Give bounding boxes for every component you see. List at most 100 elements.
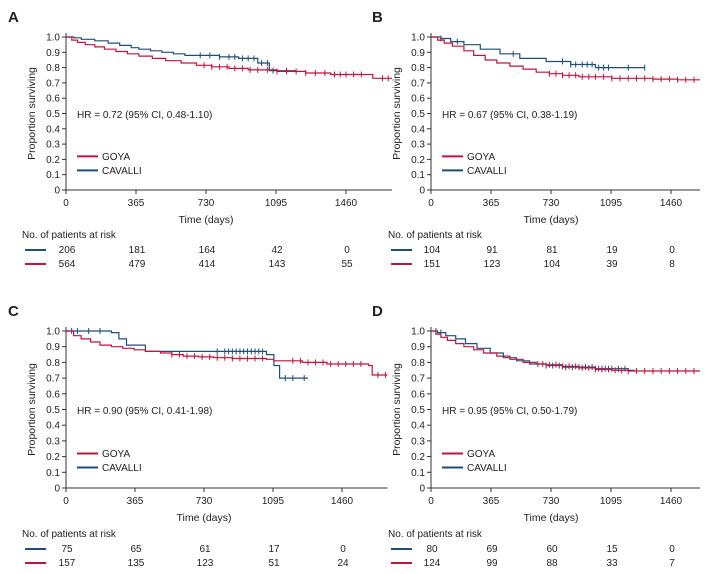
risk-count-cavalli: 164	[199, 245, 216, 256]
x-axis-title: Time (days)	[178, 214, 233, 226]
risk-count-goya: 24	[337, 558, 349, 569]
risk-count-goya: 124	[424, 558, 441, 569]
y-tick-label: 0.5	[411, 405, 425, 416]
hazard-ratio-text: HR = 0.95 (95% CI, 0.50-1.79)	[442, 406, 577, 417]
x-tick-label: 1095	[265, 198, 288, 209]
y-axis-title: Proportion surviving	[26, 67, 38, 160]
risk-count-cavalli: 0	[669, 245, 675, 256]
risk-count-cavalli: 17	[268, 544, 280, 555]
y-tick-label: 0	[54, 186, 60, 197]
risk-table-title: No. of patients at risk	[388, 230, 483, 241]
x-tick-label: 1095	[600, 198, 623, 209]
panel-c: C 0 0.1 0.2 0.3 0.4 0.5 0.6 0.7 0.8 0.9 1.0 0 365 730 1…	[8, 303, 388, 569]
risk-count-cavalli: 0	[344, 245, 350, 256]
y-tick-label: 0.2	[46, 155, 60, 166]
risk-count-goya: 55	[341, 259, 353, 270]
risk-count-cavalli: 61	[199, 544, 211, 555]
y-axis-title: Proportion surviving	[26, 363, 38, 456]
panel-label: B	[372, 9, 383, 26]
panel-label: A	[8, 9, 19, 26]
curve-goya	[66, 36, 392, 79]
y-tick-label: 0.1	[46, 468, 60, 479]
risk-count-goya: 99	[486, 558, 498, 569]
risk-count-cavalli: 181	[129, 245, 146, 256]
y-tick-label: 0.5	[46, 405, 60, 416]
y-tick-label: 0	[419, 186, 425, 197]
risk-count-cavalli: 91	[486, 245, 498, 256]
x-tick-label: 1460	[335, 198, 358, 209]
risk-count-goya: 104	[544, 259, 561, 270]
panel-b: B 0 0.1 0.2 0.3 0.4 0.5 0.6 0.7 0.8 0.9 1.0 0 365 730 1…	[372, 9, 700, 270]
curve-goya	[66, 330, 388, 376]
y-axis-title: Proportion surviving	[391, 67, 403, 160]
panel-label: C	[8, 303, 19, 320]
legend-label-cavalli: CAVALLI	[102, 463, 142, 474]
y-tick-label: 0.9	[411, 48, 425, 59]
hazard-ratio-text: HR = 0.72 (95% CI, 0.48-1.10)	[77, 110, 212, 121]
risk-count-goya: 88	[546, 558, 558, 569]
panel-d: D 0 0.1 0.2 0.3 0.4 0.5 0.6 0.7 0.8 0.9 1.0 0 365 730 1…	[372, 303, 700, 569]
y-tick-label: 0.7	[46, 78, 60, 89]
x-tick-label: 0	[63, 496, 69, 507]
x-tick-label: 0	[63, 198, 69, 209]
y-tick-label: 0.2	[411, 155, 425, 166]
y-tick-label: 0.2	[46, 452, 60, 463]
risk-count-cavalli: 15	[606, 544, 618, 555]
risk-count-cavalli: 69	[486, 544, 498, 555]
curve-cavalli	[66, 330, 308, 379]
y-tick-label: 0.5	[411, 109, 425, 120]
risk-count-goya: 143	[269, 259, 286, 270]
x-tick-label: 365	[483, 198, 500, 209]
risk-count-goya: 157	[59, 558, 76, 569]
risk-count-cavalli: 80	[426, 544, 438, 555]
risk-count-cavalli: 60	[546, 544, 558, 555]
legend-label-goya: GOYA	[102, 152, 130, 163]
risk-count-cavalli: 65	[130, 544, 142, 555]
risk-count-goya: 479	[129, 259, 146, 270]
risk-count-cavalli: 104	[424, 245, 441, 256]
x-tick-label: 365	[128, 198, 145, 209]
x-tick-label: 0	[428, 198, 434, 209]
y-tick-label: 0.6	[46, 389, 60, 400]
panel-label: D	[372, 303, 383, 320]
y-tick-label: 1.0	[411, 33, 425, 44]
risk-count-cavalli: 42	[271, 245, 283, 256]
y-tick-label: 1.0	[411, 327, 425, 338]
y-tick-label: 0.2	[411, 452, 425, 463]
risk-count-goya: 123	[484, 259, 501, 270]
legend-label-cavalli: CAVALLI	[467, 166, 507, 177]
risk-count-goya: 135	[128, 558, 145, 569]
y-tick-label: 0.1	[411, 170, 425, 181]
risk-count-cavalli: 0	[340, 544, 346, 555]
y-tick-label: 0.3	[46, 436, 60, 447]
risk-count-cavalli: 0	[669, 544, 675, 555]
x-tick-label: 1460	[660, 198, 683, 209]
y-tick-label: 0.5	[46, 109, 60, 120]
y-tick-label: 0.4	[46, 421, 60, 432]
y-tick-label: 0.6	[46, 94, 60, 105]
legend-label-goya: GOYA	[102, 449, 130, 460]
legend-label-cavalli: CAVALLI	[467, 463, 507, 474]
legend-label-goya: GOYA	[467, 449, 495, 460]
y-tick-label: 0.1	[46, 170, 60, 181]
risk-count-goya: 151	[424, 259, 441, 270]
y-tick-label: 0	[419, 484, 425, 495]
risk-count-goya: 414	[199, 259, 216, 270]
y-axis-title: Proportion surviving	[391, 363, 403, 456]
risk-table-title: No. of patients at risk	[388, 529, 483, 540]
risk-count-goya: 8	[669, 259, 675, 270]
y-tick-label: 0.4	[411, 124, 425, 135]
x-tick-label: 0	[428, 496, 434, 507]
curve-cavalli	[431, 36, 645, 69]
panel-a: A 0 0.1 0.2 0.3 0.4 0.5 0.6 0.7 0.8 0.9 1.0 0 365 730 1…	[8, 9, 393, 270]
x-axis-title: Time (days)	[523, 512, 578, 524]
x-axis-title: Time (days)	[176, 512, 231, 524]
y-tick-label: 0.3	[46, 140, 60, 151]
y-tick-label: 0.3	[411, 140, 425, 151]
y-tick-label: 0.6	[411, 94, 425, 105]
y-tick-label: 1.0	[46, 327, 60, 338]
risk-table-title: No. of patients at risk	[22, 529, 117, 540]
y-tick-label: 0.7	[411, 78, 425, 89]
y-tick-label: 0.4	[46, 124, 60, 135]
risk-count-cavalli: 19	[606, 245, 618, 256]
